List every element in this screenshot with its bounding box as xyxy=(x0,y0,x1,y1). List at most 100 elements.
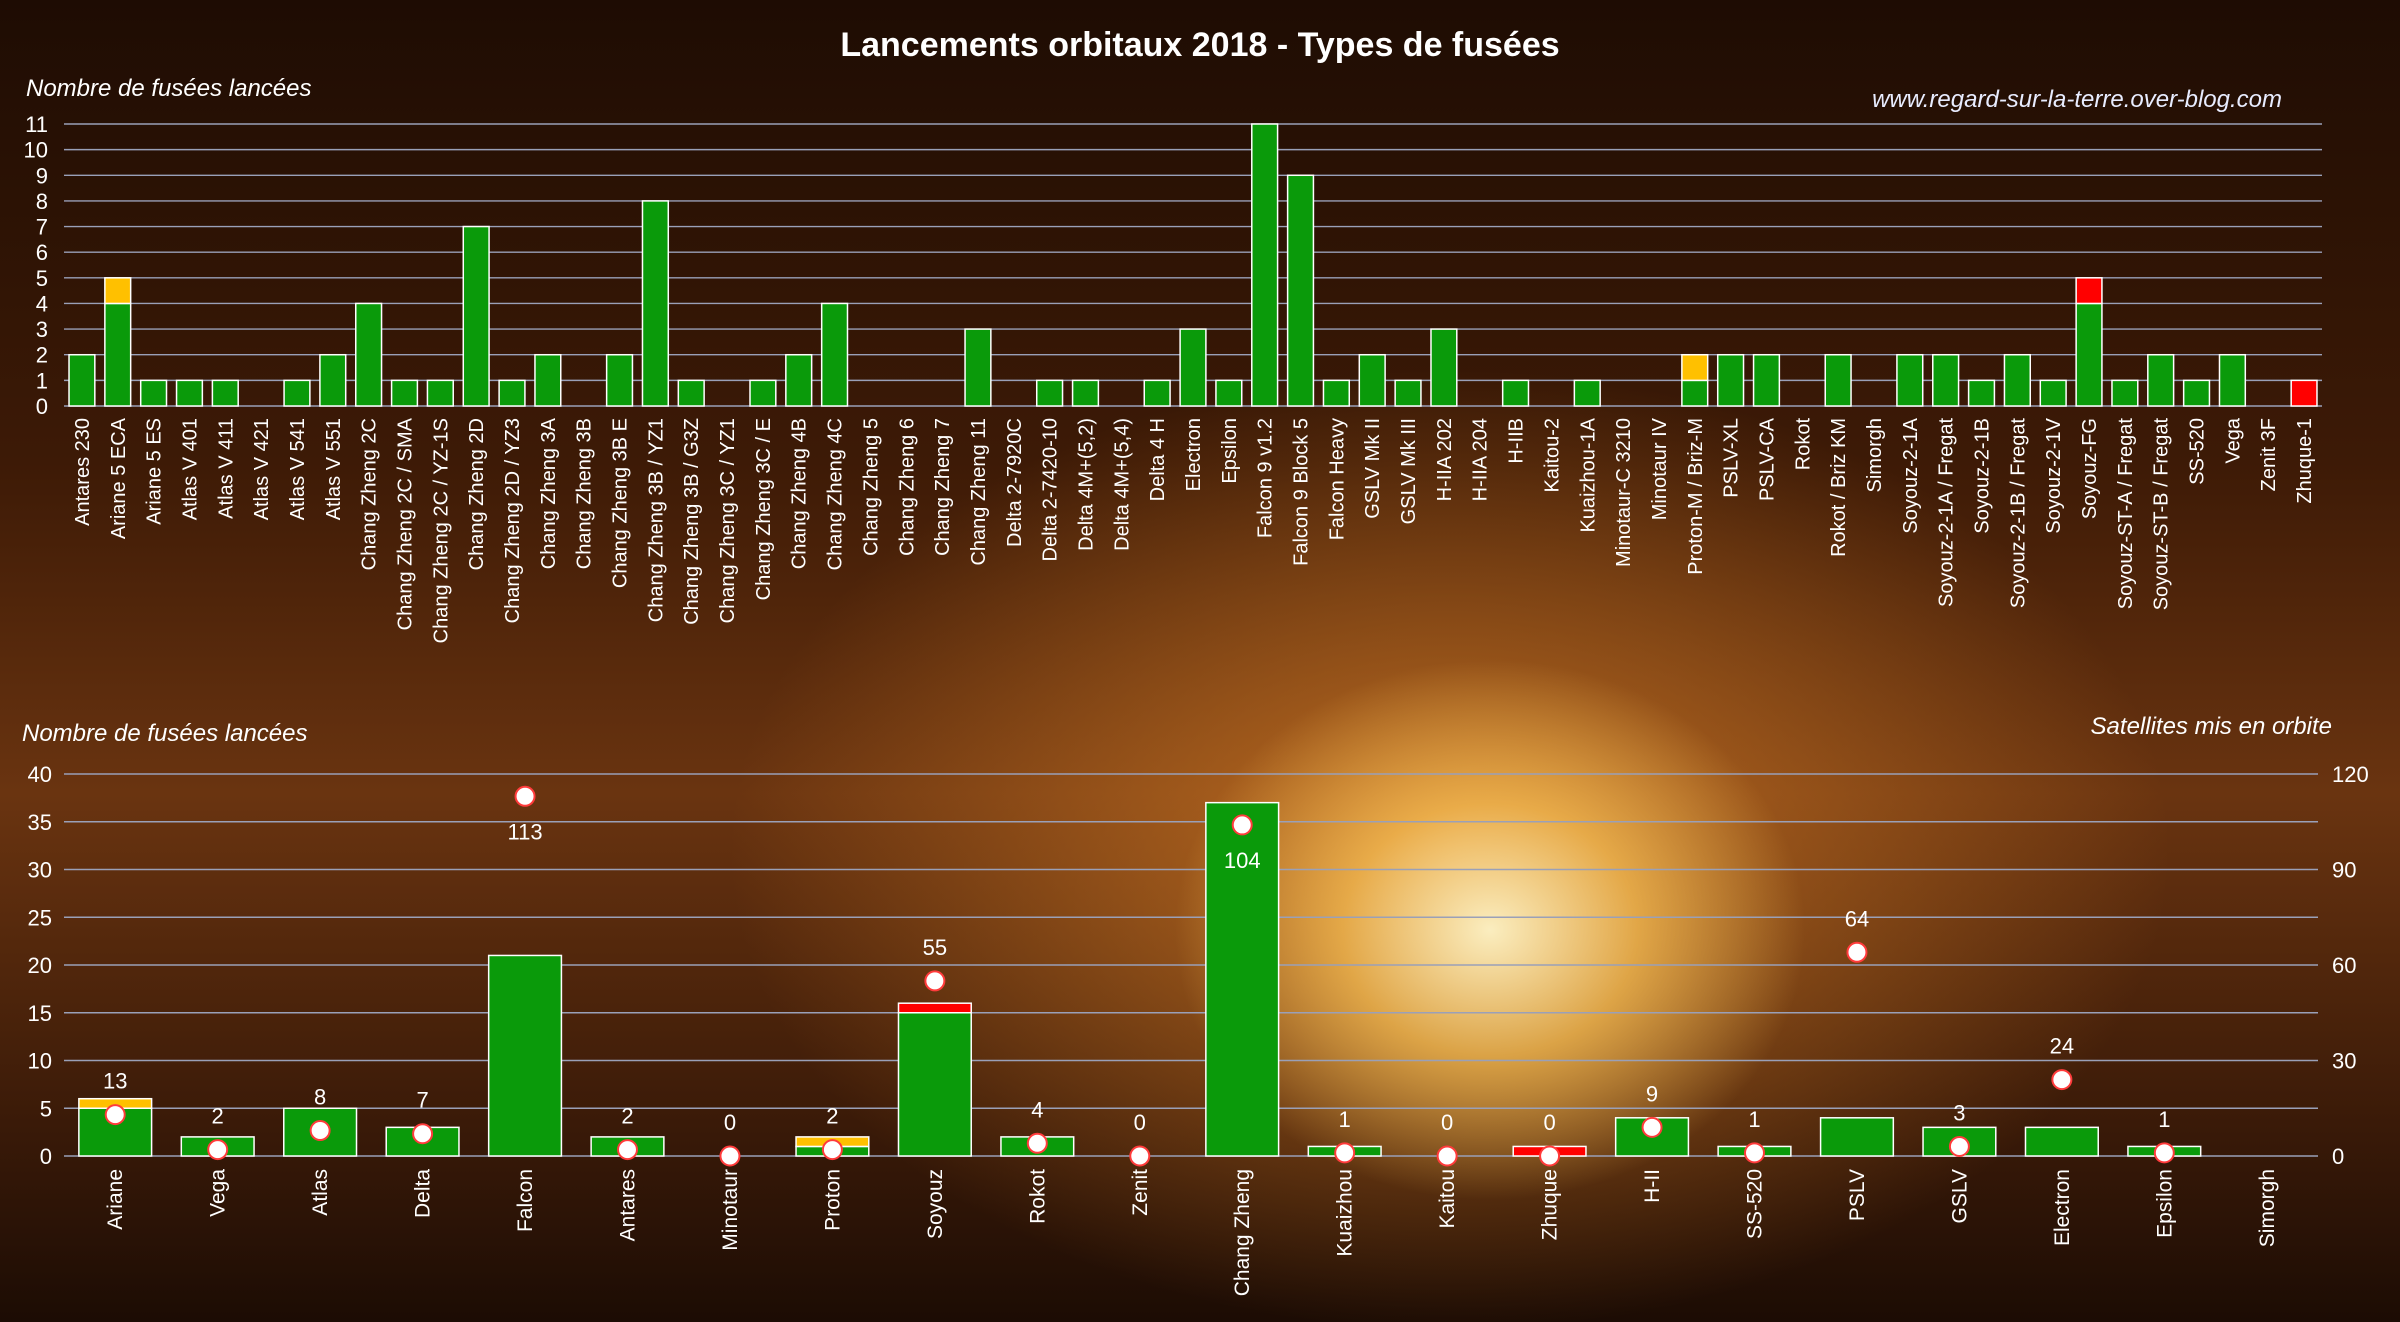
top-bar-success xyxy=(820,302,849,407)
top-y-tick-label: 0 xyxy=(36,394,48,419)
top-category-label: PSLV-XL xyxy=(1721,418,1743,498)
top-category-label: Delta 2-7420-10 xyxy=(1040,418,1062,561)
top-bar-success xyxy=(1967,379,1996,407)
top-bar-success xyxy=(211,379,239,407)
top-category-label: Rokot / Briz KM xyxy=(1828,418,1850,557)
top-category-label: PSLV-CA xyxy=(1756,417,1778,501)
bottom-category-label: GSLV xyxy=(1948,1169,1971,1223)
top-category-label: Soyouz-ST-B / Fregat xyxy=(2151,418,2173,611)
top-bar-success xyxy=(964,328,992,407)
top-bar-success xyxy=(354,302,383,407)
top-bar-success xyxy=(1716,353,1745,407)
bottom-category-label: Ariane xyxy=(104,1169,127,1230)
bottom-category-label: Chang Zheng xyxy=(1231,1169,1254,1296)
bottom-bar-failure xyxy=(897,1002,972,1014)
top-y-tick-label: 10 xyxy=(24,138,48,163)
top-bar-success xyxy=(1071,379,1100,407)
bottom-bar-success xyxy=(487,954,563,1157)
top-bar-failure xyxy=(2290,379,2318,407)
top-bar-success xyxy=(283,379,311,407)
top-y-tick-label: 9 xyxy=(36,163,48,188)
satellite-marker xyxy=(821,1139,843,1161)
top-category-label: Falcon Heavy xyxy=(1326,418,1348,540)
satellite-data-label: 3 xyxy=(1953,1100,1965,1125)
bottom-y2-axis-label: Satellites mis en orbite xyxy=(2091,713,2332,740)
satellite-marker xyxy=(1948,1135,1970,1157)
satellite-data-label: 4 xyxy=(1031,1097,1043,1122)
bottom-category-label: Minotaur xyxy=(719,1169,742,1251)
top-category-label: Chang Zheng 3C / YZ1 xyxy=(717,418,739,623)
satellite-data-label: 2 xyxy=(826,1104,838,1129)
satellite-marker xyxy=(104,1104,126,1126)
satellite-data-label: 24 xyxy=(2050,1034,2074,1059)
top-category-label: Chang Zheng 2C / YZ-1S xyxy=(430,418,452,643)
satellite-marker xyxy=(2153,1142,2175,1164)
bottom-category-label: Electron xyxy=(2051,1169,2074,1246)
satellite-data-label: 0 xyxy=(1441,1110,1453,1135)
top-category-label: Antares 230 xyxy=(72,418,94,526)
top-bar-success xyxy=(1824,353,1852,407)
top-category-label: Chang Zheng 3B / G3Z xyxy=(681,418,703,625)
top-bar-success xyxy=(2147,353,2175,407)
top-bar-success xyxy=(2075,302,2103,407)
top-bar-partial xyxy=(104,277,132,305)
bottom-category-label: Kuaizhou xyxy=(1334,1169,1357,1257)
bottom-y2-tick-label: 0 xyxy=(2332,1144,2344,1169)
satellite-marker xyxy=(412,1123,434,1145)
chart-title: Lancements orbitaux 2018 - Types de fusé… xyxy=(840,26,1559,64)
top-category-label: Kuaizhou-1A xyxy=(1577,417,1599,532)
satellite-data-labels: 13 2 8 7 113 2 0 2 55 4 0 104 1 0 0 9 1 64 3 24 1 xyxy=(103,819,2170,1135)
satellite-data-label: 0 xyxy=(724,1110,736,1135)
top-bar-success xyxy=(1035,379,1064,407)
top-category-label: Chang Zheng 11 xyxy=(968,418,990,566)
top-category-label: Proton-M / Briz-M xyxy=(1685,418,1707,575)
bottom-bar-success xyxy=(897,1012,972,1157)
bottom-category-labels: Ariane Vega Atlas Delta Falcon Antares Minotau… xyxy=(104,1169,2279,1297)
top-category-label: Chang Zheng 2C / SMA xyxy=(394,417,416,630)
satellite-data-label: 0 xyxy=(1543,1110,1555,1135)
top-category-label: Soyouz-FG xyxy=(2079,418,2101,519)
top-category-label: Epsilon xyxy=(1219,418,1241,484)
top-bar-success xyxy=(68,353,96,407)
top-bar-success xyxy=(175,379,204,407)
top-category-label: Electron xyxy=(1183,418,1205,491)
bottom-y-tick-label: 10 xyxy=(28,1049,52,1074)
bottom-y2-tick-label: 30 xyxy=(2332,1049,2356,1074)
bottom-category-label: Zhuque xyxy=(1539,1169,1562,1240)
top-category-label: Atlas V 421 xyxy=(251,418,273,520)
top-category-label: Simorgh xyxy=(1864,418,1886,492)
satellite-marker xyxy=(1026,1132,1048,1154)
top-bar-success xyxy=(1681,379,1709,407)
satellite-data-label: 55 xyxy=(923,935,947,960)
top-bar-success xyxy=(1358,353,1386,407)
satellite-data-label: 2 xyxy=(212,1104,224,1129)
top-bar-success xyxy=(2182,379,2211,407)
top-category-label: Chang Zheng 3A xyxy=(538,417,560,569)
bottom-y-tick-label: 40 xyxy=(28,762,52,787)
bottom-category-label: Rokot xyxy=(1026,1169,1049,1224)
satellite-data-label: 2 xyxy=(621,1104,633,1129)
top-category-label: Chang Zheng 4B xyxy=(789,418,811,569)
top-bar-success xyxy=(677,379,705,407)
satellite-marker xyxy=(924,970,946,992)
top-y-tick-label: 7 xyxy=(36,215,48,240)
satellite-markers xyxy=(104,785,2175,1167)
bottom-bar-success xyxy=(2024,1126,2099,1157)
top-bar-success xyxy=(1143,379,1171,407)
bottom-category-label: PSLV xyxy=(1846,1169,1869,1221)
bottom-y2-ticks: 0 30 60 90 120 xyxy=(2332,762,2369,1169)
top-category-label: Chang Zheng 3B / YZ1 xyxy=(645,418,667,622)
satellite-data-label: 9 xyxy=(1646,1081,1658,1106)
satellite-marker xyxy=(1129,1145,1151,1167)
website-url: www.regard-sur-la-terre.over-blog.com xyxy=(1872,86,2282,113)
bottom-category-label: H-II xyxy=(1641,1169,1664,1203)
top-category-label: Ariane 5 ECA xyxy=(108,417,130,539)
top-category-label: Soyouz-2-1B / Fregat xyxy=(2007,418,2029,609)
top-bar-success xyxy=(319,353,347,407)
top-bar-success xyxy=(1394,379,1422,407)
top-bar-success xyxy=(139,379,168,407)
top-category-label: Delta 2-7920C xyxy=(1004,418,1026,547)
top-y-axis-label: Nombre de fusées lancées xyxy=(26,75,312,102)
top-y-tick-label: 2 xyxy=(36,343,48,368)
